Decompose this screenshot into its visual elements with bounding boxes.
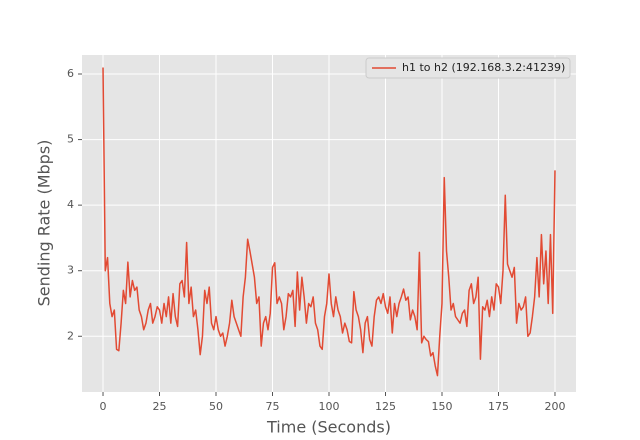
legend: h1 to h2 (192.168.3.2:41239)	[365, 57, 571, 79]
x-tick-label: 125	[375, 400, 396, 413]
x-tick-label: 50	[209, 400, 223, 413]
legend-label: h1 to h2 (192.168.3.2:41239)	[402, 61, 565, 74]
y-tick-label: 4	[67, 198, 74, 211]
x-tick-label: 200	[544, 400, 565, 413]
x-tick-label: 175	[488, 400, 509, 413]
x-tick-label: 100	[319, 400, 340, 413]
y-tick-label: 2	[67, 329, 74, 342]
y-tick-label: 5	[67, 133, 74, 146]
x-tick-label: 25	[153, 400, 167, 413]
x-tick-label: 0	[100, 400, 107, 413]
y-tick-label: 3	[67, 264, 74, 277]
y-tick-label: 6	[67, 67, 74, 80]
legend-box	[365, 57, 571, 79]
data-line	[102, 67, 556, 377]
x-tick-label: 75	[266, 400, 280, 413]
x-tick-label: 150	[431, 400, 452, 413]
y-axis-label: Sending Rate (Mbps)	[35, 140, 54, 307]
x-axis-label: Time (Seconds)	[266, 418, 391, 437]
